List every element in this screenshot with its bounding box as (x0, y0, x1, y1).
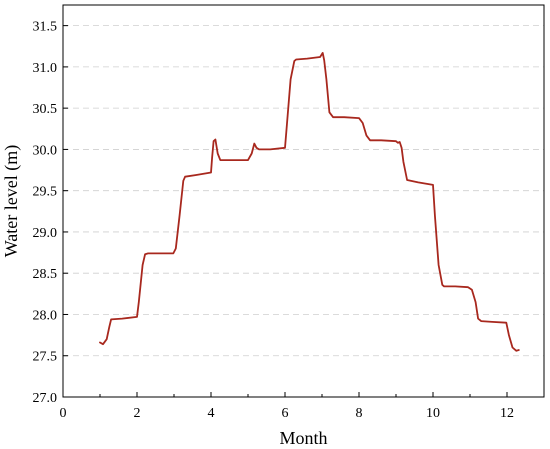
water-level-line (99, 52, 520, 352)
x-tick-label: 2 (134, 406, 141, 421)
y-tick-label: 28.0 (33, 308, 58, 323)
y-tick-label: 29.0 (33, 226, 58, 241)
y-tick-label: 30.5 (33, 102, 58, 117)
x-tick-label: 0 (60, 406, 67, 421)
x-tick-label: 12 (500, 406, 514, 421)
y-tick-label: 27.5 (33, 350, 58, 365)
x-tick-label: 8 (356, 406, 363, 421)
y-axis-label: Water level (m) (1, 145, 22, 258)
y-tick-label: 30.0 (33, 143, 58, 158)
y-tick-label: 28.5 (33, 267, 58, 282)
plot-frame (62, 4, 545, 398)
y-tick-label: 29.5 (33, 185, 58, 200)
y-tick-label: 31.5 (33, 20, 58, 35)
x-axis: 0 2 4 6 8 10 12 (60, 392, 514, 421)
x-axis-label: Month (279, 428, 327, 448)
x-tick-label: 4 (208, 406, 215, 421)
grid-lines (63, 25, 544, 357)
y-axis: 27.0 27.5 28.0 28.5 29.0 29.5 30.0 30.5 31.0 31.5 (33, 20, 68, 406)
y-tick-label: 27.0 (33, 391, 58, 406)
series-layer (99, 52, 520, 352)
x-tick-label: 6 (282, 406, 289, 421)
x-tick-label: 10 (426, 406, 440, 421)
y-tick-label: 31.0 (33, 61, 58, 76)
